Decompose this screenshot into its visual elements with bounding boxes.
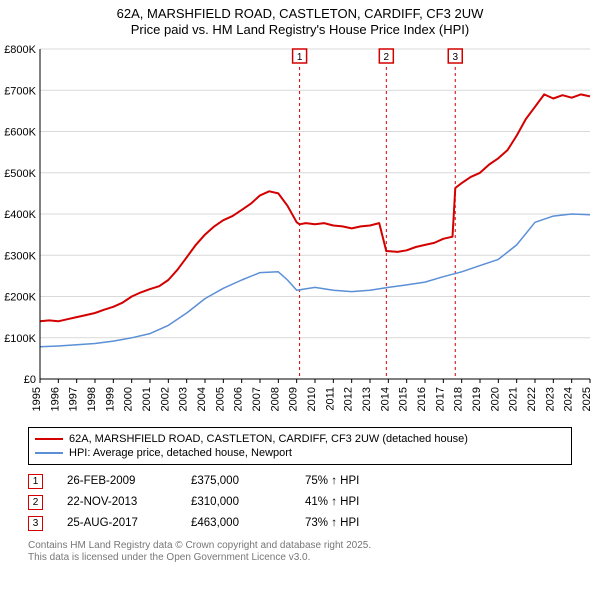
legend-label: 62A, MARSHFIELD ROAD, CASTLETON, CARDIFF…: [69, 433, 468, 445]
sale-row: 2 22-NOV-2013 £310,000 41% ↑ HPI: [28, 492, 572, 513]
sale-marker: 2: [28, 495, 43, 510]
svg-text:2005: 2005: [214, 387, 226, 411]
svg-text:2012: 2012: [343, 387, 355, 411]
svg-text:£0: £0: [24, 374, 36, 386]
legend-row: HPI: Average price, detached house, Newp…: [35, 446, 565, 460]
legend-swatch: [35, 438, 63, 440]
svg-text:2002: 2002: [159, 387, 171, 411]
sale-row: 3 25-AUG-2017 £463,000 73% ↑ HPI: [28, 513, 572, 534]
legend-box: 62A, MARSHFIELD ROAD, CASTLETON, CARDIFF…: [28, 427, 572, 465]
svg-text:£800K: £800K: [4, 44, 36, 56]
chart-container: 62A, MARSHFIELD ROAD, CASTLETON, CARDIFF…: [0, 0, 600, 590]
svg-text:£100K: £100K: [4, 332, 36, 344]
attribution-line-2: This data is licensed under the Open Gov…: [28, 552, 572, 565]
svg-text:2010: 2010: [306, 387, 318, 411]
sale-date: 22-NOV-2013: [67, 496, 167, 508]
svg-text:1: 1: [297, 52, 303, 63]
title-line-2: Price paid vs. HM Land Registry's House …: [0, 22, 600, 38]
svg-text:2014: 2014: [379, 387, 391, 411]
attribution: Contains HM Land Registry data © Crown c…: [28, 540, 572, 565]
svg-text:£300K: £300K: [4, 250, 36, 262]
svg-text:1998: 1998: [86, 387, 98, 411]
sale-marker: 1: [28, 474, 43, 489]
title-block: 62A, MARSHFIELD ROAD, CASTLETON, CARDIFF…: [0, 0, 600, 39]
title-line-1: 62A, MARSHFIELD ROAD, CASTLETON, CARDIFF…: [0, 6, 600, 22]
svg-text:2003: 2003: [178, 387, 190, 411]
svg-text:2011: 2011: [324, 387, 336, 411]
legend-swatch: [35, 452, 63, 454]
svg-text:2022: 2022: [526, 387, 538, 411]
svg-text:3: 3: [452, 52, 458, 63]
svg-text:1997: 1997: [68, 387, 80, 411]
sale-hpi: 75% ↑ HPI: [305, 475, 405, 487]
svg-text:2007: 2007: [251, 387, 263, 411]
sale-marker: 3: [28, 516, 43, 531]
svg-text:2015: 2015: [398, 387, 410, 411]
svg-text:2024: 2024: [563, 387, 575, 411]
svg-text:1996: 1996: [49, 387, 61, 411]
svg-text:2016: 2016: [416, 387, 428, 411]
svg-text:£200K: £200K: [4, 291, 36, 303]
svg-text:2023: 2023: [544, 387, 556, 411]
svg-text:2: 2: [384, 52, 390, 63]
svg-text:2013: 2013: [361, 387, 373, 411]
sale-hpi: 41% ↑ HPI: [305, 496, 405, 508]
sale-hpi: 73% ↑ HPI: [305, 517, 405, 529]
svg-text:1999: 1999: [104, 387, 116, 411]
svg-text:2009: 2009: [288, 387, 300, 411]
svg-text:£500K: £500K: [4, 167, 36, 179]
sale-price: £463,000: [191, 517, 281, 529]
svg-text:2000: 2000: [123, 387, 135, 411]
sale-date: 25-AUG-2017: [67, 517, 167, 529]
attribution-line-1: Contains HM Land Registry data © Crown c…: [28, 540, 572, 553]
svg-text:2021: 2021: [508, 387, 520, 411]
sale-price: £375,000: [191, 475, 281, 487]
chart-area: £0 £100K £200K £300K £400K £500K £600K £700K £80…: [0, 39, 600, 419]
svg-text:2020: 2020: [489, 387, 501, 411]
legend-label: HPI: Average price, detached house, Newp…: [69, 447, 292, 459]
svg-text:2006: 2006: [233, 387, 245, 411]
svg-text:2004: 2004: [196, 387, 208, 411]
svg-text:2018: 2018: [453, 387, 465, 411]
svg-text:£700K: £700K: [4, 85, 36, 97]
svg-text:2001: 2001: [141, 387, 153, 411]
svg-text:2025: 2025: [581, 387, 593, 411]
svg-text:2017: 2017: [434, 387, 446, 411]
sale-row: 1 26-FEB-2009 £375,000 75% ↑ HPI: [28, 471, 572, 492]
sales-table: 1 26-FEB-2009 £375,000 75% ↑ HPI 2 22-NOV-201…: [28, 471, 572, 534]
svg-text:2008: 2008: [269, 387, 281, 411]
svg-text:1995: 1995: [31, 387, 43, 411]
svg-text:2019: 2019: [471, 387, 483, 411]
legend-row: 62A, MARSHFIELD ROAD, CASTLETON, CARDIFF…: [35, 432, 565, 446]
chart-svg: £0 £100K £200K £300K £400K £500K £600K £700K £80…: [0, 39, 600, 419]
svg-text:£600K: £600K: [4, 126, 36, 138]
sale-price: £310,000: [191, 496, 281, 508]
svg-text:£400K: £400K: [4, 209, 36, 221]
sale-date: 26-FEB-2009: [67, 475, 167, 487]
